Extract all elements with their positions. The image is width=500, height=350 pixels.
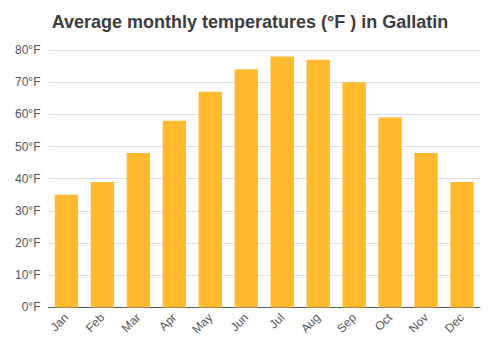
svg-text:30°F: 30°F — [15, 204, 40, 218]
svg-text:40°F: 40°F — [15, 172, 40, 186]
svg-text:Dec: Dec — [442, 311, 467, 336]
svg-text:Jan: Jan — [48, 311, 72, 335]
svg-text:Mar: Mar — [119, 311, 144, 335]
svg-text:Jun: Jun — [228, 311, 252, 335]
svg-text:Jul: Jul — [266, 311, 287, 332]
svg-text:50°F: 50°F — [15, 140, 40, 154]
svg-text:70°F: 70°F — [15, 75, 40, 89]
svg-text:Sep: Sep — [334, 310, 359, 335]
svg-text:60°F: 60°F — [15, 107, 40, 121]
svg-text:10°F: 10°F — [15, 268, 40, 282]
svg-text:Nov: Nov — [406, 311, 431, 336]
svg-text:May: May — [189, 311, 215, 337]
svg-text:Feb: Feb — [83, 310, 108, 335]
svg-text:Apr: Apr — [156, 311, 179, 334]
svg-text:Average monthly temperatures (: Average monthly temperatures (°F ) in Ga… — [52, 12, 449, 32]
svg-text:Aug: Aug — [298, 311, 323, 336]
svg-text:Oct: Oct — [372, 310, 396, 334]
svg-text:20°F: 20°F — [15, 236, 40, 250]
svg-text:80°F: 80°F — [15, 43, 40, 57]
svg-text:0°F: 0°F — [22, 300, 41, 314]
